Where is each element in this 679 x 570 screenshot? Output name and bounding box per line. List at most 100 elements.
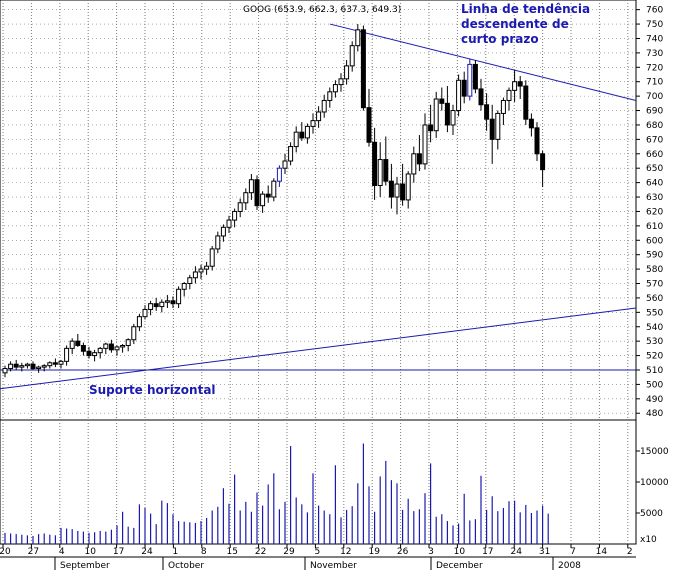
candle-32 — [181, 282, 187, 297]
candle-body-22 — [125, 339, 131, 346]
candle-44 — [248, 173, 254, 200]
candle-body-7 — [41, 365, 47, 368]
candle-body-55 — [310, 120, 316, 127]
candle-body-56 — [316, 111, 322, 122]
date-tick-label-22: 2 — [627, 547, 633, 557]
candle-body-45 — [254, 179, 260, 207]
date-tick-label-12: 12 — [340, 547, 351, 557]
candle-body-15 — [86, 350, 92, 357]
candle-23 — [131, 323, 137, 345]
candle-body-24 — [136, 316, 142, 328]
candle-93 — [523, 80, 529, 125]
candle-88 — [495, 110, 501, 150]
date-tick-label-3: 10 — [84, 547, 96, 557]
candle-body-58 — [327, 91, 333, 101]
candle-body-9 — [52, 362, 58, 365]
price-tick-label-570: 570 — [646, 280, 663, 290]
candle-body-26 — [148, 303, 154, 310]
candle-body-12 — [69, 340, 75, 349]
candle-body-95 — [534, 127, 540, 155]
candle-72 — [405, 171, 411, 209]
candle-30 — [170, 296, 176, 309]
candle-4 — [24, 362, 30, 369]
candle-56 — [316, 106, 322, 128]
date-tick-label-20: 7 — [570, 547, 576, 557]
candle-body-75 — [422, 124, 428, 165]
candle-body-3 — [19, 365, 25, 368]
candle-38 — [215, 231, 221, 254]
candle-24 — [136, 313, 142, 332]
candle-body-57 — [321, 99, 327, 113]
candle-body-65 — [366, 107, 372, 143]
candle-53 — [299, 122, 305, 141]
candle-11 — [64, 345, 70, 366]
price-tick-label-710: 710 — [646, 78, 663, 88]
date-tick-label-17: 17 — [482, 547, 493, 557]
price-tick-label-590: 590 — [646, 251, 663, 261]
candle-body-8 — [47, 362, 53, 367]
candle-body-14 — [80, 344, 86, 352]
candle-29 — [164, 295, 170, 309]
candle-body-37 — [209, 248, 215, 267]
date-tick-label-15: 3 — [428, 547, 434, 557]
price-tick-label-530: 530 — [646, 337, 663, 347]
candle-59 — [332, 80, 338, 98]
candle-43 — [243, 188, 249, 210]
candle-body-68 — [383, 159, 389, 182]
date-tick-label-13: 19 — [368, 547, 380, 557]
volume-tick-label-2: 15000 — [640, 447, 669, 457]
candle-45 — [254, 175, 260, 210]
month-label-2: November — [310, 561, 357, 570]
candle-body-41 — [232, 210, 238, 221]
volume-layer — [4, 443, 549, 544]
candle-body-27 — [153, 303, 159, 308]
candle-76 — [428, 104, 434, 143]
candle-91 — [512, 70, 518, 102]
candle-12 — [69, 338, 75, 355]
price-tick-label-650: 650 — [646, 164, 663, 174]
candle-body-35 — [198, 268, 204, 273]
candle-3 — [19, 362, 25, 372]
candle-body-29 — [164, 300, 170, 303]
candle-body-25 — [142, 308, 148, 318]
candle-31 — [176, 286, 182, 309]
candle-body-49 — [276, 167, 282, 182]
date-axis-ticks: 20 27 4 10 17 24 1 8 15 22 29 5 12 19 26 3 10 17 24 31 7 14 2 — [0, 544, 636, 558]
candle-body-31 — [176, 288, 182, 305]
candle-78 — [439, 87, 445, 111]
candle-89 — [500, 97, 506, 125]
date-tick-label-21: 14 — [596, 547, 608, 557]
volume-multiplier-label: x10 — [640, 535, 657, 545]
candle-22 — [125, 338, 131, 352]
candle-body-0 — [2, 368, 8, 374]
candle-body-38 — [215, 235, 221, 250]
candle-69 — [388, 163, 394, 209]
candle-82 — [461, 71, 467, 104]
price-tick-label-540: 540 — [646, 323, 663, 333]
candle-body-13 — [75, 340, 81, 346]
candle-body-62 — [349, 45, 355, 67]
candle-body-39 — [220, 226, 226, 237]
trendline-layer — [0, 23, 637, 390]
candle-body-40 — [226, 219, 232, 228]
price-tick-label-660: 660 — [646, 150, 663, 160]
candle-63 — [355, 24, 361, 52]
candle-body-54 — [304, 125, 310, 139]
date-tick-label-8: 15 — [226, 547, 237, 557]
support-annotation: Suporte horizontal — [89, 383, 216, 397]
price-tick-label-630: 630 — [646, 193, 663, 203]
date-tick-label-10: 29 — [283, 547, 295, 557]
candle-73 — [411, 146, 417, 183]
candle-84 — [472, 60, 478, 94]
candle-body-10 — [58, 360, 64, 365]
candle-16 — [92, 349, 98, 362]
price-tick-label-760: 760 — [646, 6, 663, 16]
candle-39 — [220, 224, 226, 242]
price-tick-label-480: 480 — [646, 409, 663, 419]
candle-body-64 — [360, 29, 366, 109]
candle-body-48 — [271, 180, 277, 198]
candle-33 — [187, 274, 193, 290]
candle-body-63 — [355, 29, 361, 47]
candle-body-73 — [411, 153, 417, 175]
